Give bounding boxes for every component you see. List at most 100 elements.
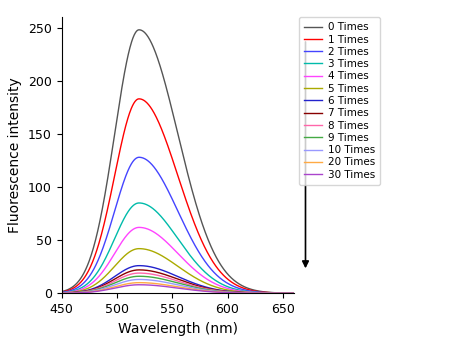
30 Times <box>198 289 204 293</box>
7 Times <box>163 273 169 277</box>
7 Times <box>113 276 119 280</box>
1 Times <box>198 237 204 241</box>
1 Times <box>302 291 308 295</box>
10 Times <box>163 280 169 284</box>
6 Times <box>113 273 119 278</box>
8 Times <box>113 278 119 282</box>
X-axis label: Wavelength (nm): Wavelength (nm) <box>118 322 238 336</box>
6 Times <box>163 270 169 274</box>
Line: 0 Times: 0 Times <box>51 30 305 293</box>
9 Times <box>218 290 224 294</box>
3 Times <box>163 220 169 224</box>
4 Times <box>93 278 99 282</box>
3 Times <box>113 234 119 238</box>
30 Times <box>302 291 308 295</box>
7 Times <box>302 291 308 295</box>
Line: 4 Times: 4 Times <box>51 227 305 293</box>
9 Times <box>198 286 204 291</box>
0 Times <box>136 28 142 32</box>
2 Times <box>93 264 99 268</box>
3 Times <box>240 289 246 293</box>
7 Times <box>48 291 54 295</box>
20 Times <box>48 291 54 295</box>
8 Times <box>198 285 204 290</box>
1 Times <box>93 252 99 256</box>
10 Times <box>218 290 224 294</box>
5 Times <box>93 282 99 286</box>
1 Times <box>48 291 54 295</box>
6 Times <box>93 286 99 290</box>
4 Times <box>113 249 119 253</box>
4 Times <box>302 291 308 295</box>
9 Times <box>113 280 119 284</box>
8 Times <box>218 289 224 293</box>
5 Times <box>218 286 224 291</box>
8 Times <box>163 276 169 280</box>
2 Times <box>198 253 204 257</box>
5 Times <box>113 263 119 267</box>
Line: 6 Times: 6 Times <box>51 266 305 293</box>
20 Times <box>113 284 119 288</box>
6 Times <box>198 283 204 287</box>
0 Times <box>218 263 224 267</box>
3 Times <box>48 291 54 295</box>
7 Times <box>240 291 246 295</box>
5 Times <box>136 247 142 251</box>
30 Times <box>113 286 119 290</box>
20 Times <box>240 291 246 295</box>
6 Times <box>240 291 246 295</box>
20 Times <box>93 289 99 293</box>
3 Times <box>302 291 308 295</box>
9 Times <box>136 274 142 278</box>
1 Times <box>113 167 119 171</box>
Line: 10 Times: 10 Times <box>51 280 305 293</box>
10 Times <box>93 288 99 293</box>
10 Times <box>48 291 54 295</box>
1 Times <box>136 97 142 101</box>
2 Times <box>163 185 169 189</box>
30 Times <box>240 291 246 295</box>
10 Times <box>240 291 246 295</box>
8 Times <box>93 287 99 291</box>
30 Times <box>136 283 142 287</box>
2 Times <box>48 291 54 295</box>
Line: 9 Times: 9 Times <box>51 276 305 293</box>
8 Times <box>136 271 142 275</box>
9 Times <box>302 291 308 295</box>
4 Times <box>136 225 142 229</box>
1 Times <box>240 286 246 290</box>
6 Times <box>218 288 224 292</box>
20 Times <box>136 281 142 285</box>
6 Times <box>302 291 308 295</box>
4 Times <box>163 240 169 244</box>
Line: 5 Times: 5 Times <box>51 249 305 293</box>
0 Times <box>163 85 169 89</box>
0 Times <box>93 238 99 242</box>
2 Times <box>302 291 308 295</box>
0 Times <box>302 291 308 295</box>
Line: 2 Times: 2 Times <box>51 157 305 293</box>
5 Times <box>163 256 169 260</box>
6 Times <box>136 264 142 268</box>
20 Times <box>163 283 169 287</box>
10 Times <box>198 287 204 292</box>
0 Times <box>48 291 54 295</box>
3 Times <box>198 266 204 270</box>
0 Times <box>240 284 246 288</box>
5 Times <box>198 279 204 283</box>
4 Times <box>48 291 54 295</box>
2 Times <box>113 205 119 209</box>
0 Times <box>198 218 204 222</box>
2 Times <box>136 155 142 159</box>
7 Times <box>198 285 204 289</box>
1 Times <box>163 139 169 143</box>
7 Times <box>218 289 224 293</box>
5 Times <box>48 291 54 295</box>
7 Times <box>93 286 99 291</box>
Line: 1 Times: 1 Times <box>51 99 305 293</box>
3 Times <box>93 273 99 277</box>
3 Times <box>136 201 142 205</box>
Y-axis label: Fluorescence intensity: Fluorescence intensity <box>9 77 22 233</box>
10 Times <box>302 291 308 295</box>
Line: 8 Times: 8 Times <box>51 273 305 293</box>
